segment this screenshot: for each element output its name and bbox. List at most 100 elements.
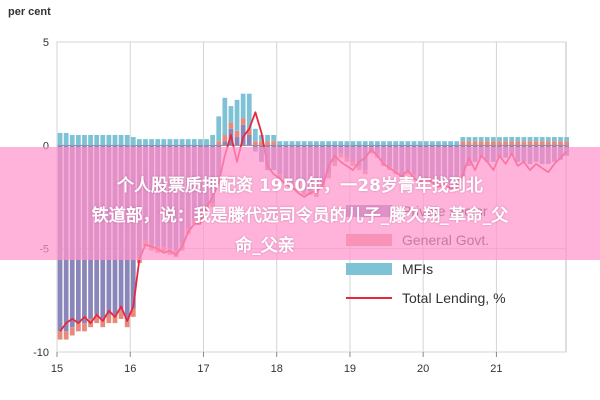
bar-general-govt (265, 141, 270, 146)
bar-mfis (521, 137, 527, 142)
bar-private-sector (143, 145, 148, 241)
bar-private-sector (545, 145, 551, 164)
legend-label: MFIs (402, 261, 433, 277)
bar-mfis (137, 139, 142, 146)
x-tick-label: 21 (490, 363, 502, 375)
bar-general-govt (210, 203, 216, 208)
y-tick-label: -10 (33, 347, 49, 359)
bar-general-govt (509, 141, 515, 146)
bar-mfis (515, 137, 521, 142)
bar-private-sector (69, 145, 75, 328)
bar-mfis (191, 139, 197, 146)
bar-general-govt (527, 141, 533, 146)
legend-swatch (346, 234, 392, 246)
x-tick-label: 19 (344, 363, 356, 375)
bar-private-sector (436, 145, 441, 183)
bar-private-sector (240, 124, 246, 146)
bar-mfis (289, 141, 295, 146)
bar-mfis (552, 137, 557, 142)
bar-private-sector (155, 145, 161, 247)
bar-private-sector (204, 145, 209, 208)
bar-private-sector (405, 145, 411, 171)
bar-private-sector (130, 145, 136, 309)
bar-private-sector (429, 145, 435, 179)
bar-mfis (295, 141, 301, 146)
bar-private-sector (314, 145, 319, 193)
bar-general-govt (478, 141, 484, 146)
bar-mfis (472, 137, 478, 142)
bar-private-sector (222, 141, 228, 146)
bar-general-govt (100, 318, 106, 328)
bar-general-govt (539, 141, 545, 146)
bar-mfis (246, 93, 252, 129)
bar-mfis (466, 137, 472, 142)
bar-mfis (332, 141, 338, 146)
bar-private-sector (82, 145, 87, 324)
bar-private-sector (185, 145, 191, 228)
legend-label: General Govt. (402, 232, 489, 248)
bar-mfis (490, 137, 496, 142)
bar-private-sector (539, 145, 545, 164)
bar-mfis (307, 141, 313, 146)
bar-private-sector (283, 145, 289, 179)
bar-general-govt (252, 141, 258, 146)
bar-private-sector (295, 145, 301, 187)
bar-private-sector (344, 145, 350, 158)
bar-private-sector (100, 145, 106, 319)
bar-mfis (112, 135, 118, 146)
bar-mfis (442, 141, 447, 146)
bar-private-sector (173, 145, 179, 251)
bar-mfis (252, 128, 258, 142)
bar-general-govt (484, 141, 490, 146)
bar-private-sector (423, 145, 429, 179)
bar-private-sector (472, 145, 478, 162)
bar-private-sector (246, 135, 252, 146)
bar-private-sector (234, 137, 240, 146)
bar-general-govt (497, 141, 502, 146)
bar-mfis (375, 141, 380, 146)
bar-private-sector (179, 145, 185, 245)
bar-private-sector (515, 145, 521, 162)
bar-general-govt (332, 161, 338, 166)
bar-general-govt (124, 318, 130, 328)
bar-private-sector (503, 145, 508, 158)
bar-mfis (478, 137, 484, 142)
bar-private-sector (387, 145, 393, 166)
bar-mfis (283, 141, 289, 146)
bar-mfis (75, 135, 81, 146)
bar-private-sector (259, 145, 264, 162)
x-tick-label: 16 (124, 363, 136, 375)
bar-mfis (277, 141, 283, 146)
bar-general-govt (130, 308, 136, 317)
legend-label: Total Lending, % (402, 290, 506, 306)
bar-mfis (417, 141, 423, 146)
bar-general-govt (552, 141, 557, 146)
bar-mfis (265, 135, 270, 142)
bar-private-sector (124, 145, 130, 319)
bar-mfis (234, 99, 240, 131)
bar-general-govt (344, 157, 350, 162)
y-tick-label: 5 (43, 37, 49, 49)
bar-general-govt (82, 323, 87, 332)
bar-mfis (411, 141, 417, 146)
bar-mfis (558, 137, 563, 142)
bar-mfis (185, 139, 191, 146)
bar-private-sector (277, 145, 283, 175)
bar-private-sector (533, 145, 539, 162)
bar-general-govt (216, 141, 222, 146)
bar-mfis (57, 132, 63, 146)
bar-private-sector (57, 145, 63, 332)
bar-mfis (179, 139, 185, 146)
bar-mfis (497, 137, 502, 142)
bar-mfis (429, 141, 435, 146)
bar-general-govt (234, 130, 240, 138)
bar-general-govt (57, 331, 63, 340)
bar-mfis (545, 137, 551, 142)
bar-general-govt (246, 128, 252, 135)
bar-mfis (393, 141, 399, 146)
bar-general-govt (362, 170, 368, 175)
bar-mfis (124, 135, 130, 146)
bar-general-govt (69, 327, 75, 336)
bar-mfis (198, 139, 203, 146)
